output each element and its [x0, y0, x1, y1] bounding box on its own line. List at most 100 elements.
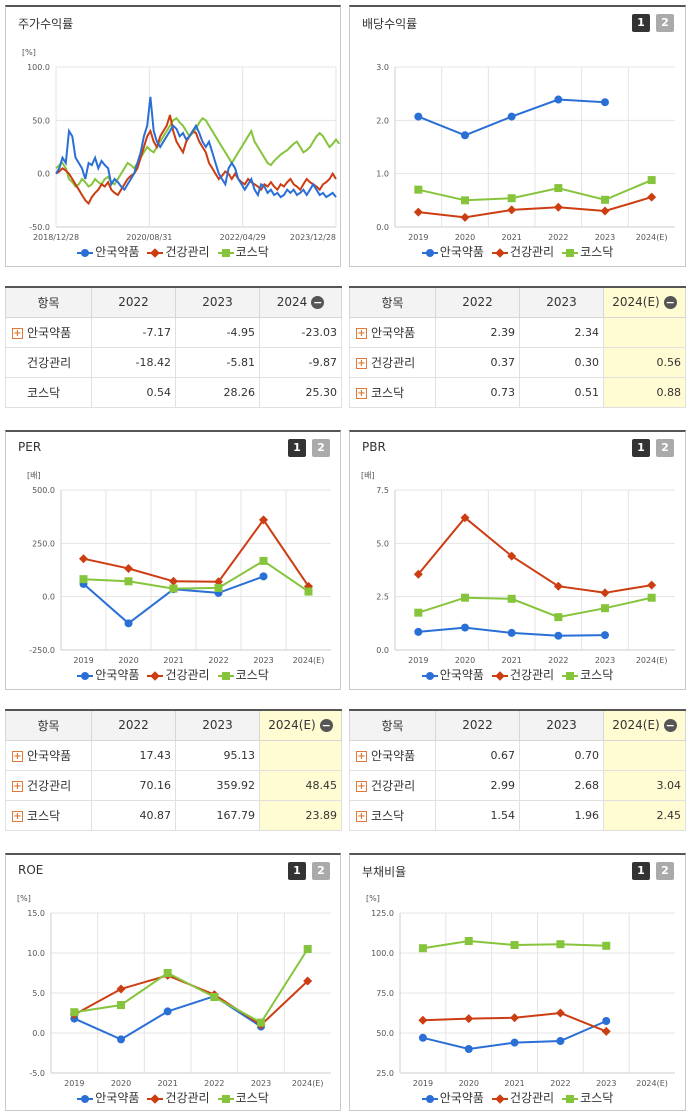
x-tick-label: 2018/12/28 — [33, 233, 79, 242]
expand-icon[interactable]: + — [356, 327, 367, 339]
data-point — [464, 1045, 473, 1053]
data-point — [555, 1008, 565, 1018]
data-point — [169, 576, 178, 586]
page-1-button[interactable]: 1 — [288, 439, 306, 457]
series-line — [74, 948, 309, 1024]
legend-item[interactable]: 코스닥 — [562, 666, 613, 683]
x-tick-label: 2023 — [595, 656, 615, 665]
panel-title: 주가수익률 — [18, 17, 74, 31]
expand-icon[interactable]: + — [12, 327, 23, 339]
data-point — [461, 196, 469, 205]
x-tick-label: 2020 — [455, 233, 475, 242]
legend-label: 건강관리 — [509, 1091, 555, 1105]
expand-icon[interactable]: + — [356, 750, 367, 762]
legend: 안국약품 건강관리 코스닥 — [350, 1089, 685, 1106]
unit-label: [%] — [22, 48, 36, 57]
legend-label: 건강관리 — [509, 245, 555, 259]
page-1-button[interactable]: 1 — [632, 862, 650, 880]
expand-icon[interactable]: + — [12, 780, 23, 792]
data-point — [169, 584, 178, 593]
legend-item[interactable]: 안국약품 — [77, 1089, 139, 1106]
legend-label: 안국약품 — [95, 668, 140, 682]
table-cell: 70.16 — [91, 769, 176, 801]
data-point — [461, 593, 469, 602]
row-label: +건강관리 — [5, 346, 92, 378]
table-header-cell: 2022 — [435, 286, 520, 318]
page-1-button[interactable]: 1 — [288, 862, 306, 880]
y-tick-label: 0.0 — [376, 223, 389, 232]
legend-item[interactable]: 건강관리 — [147, 243, 210, 260]
legend: 안국약품 건강관리 코스닥 — [350, 243, 685, 260]
series-line — [418, 179, 653, 202]
legend-item[interactable]: 건강관리 — [491, 1089, 555, 1106]
data-point — [304, 587, 313, 596]
legend-item[interactable]: 건강관리 — [491, 666, 554, 683]
expand-icon[interactable]: + — [12, 810, 23, 822]
legend-item[interactable]: 코스닥 — [217, 1089, 269, 1106]
legend-item[interactable]: 건강관리 — [491, 243, 555, 260]
legend-item[interactable]: 코스닥 — [562, 243, 613, 260]
row-label: + 안국약품 — [349, 739, 436, 771]
page-2-button[interactable]: 2 — [312, 862, 330, 880]
expand-icon[interactable]: + — [356, 387, 367, 399]
legend: 안국약품 건강관리 코스닥 — [6, 243, 340, 260]
table-header-cell: 2023 — [175, 286, 260, 318]
table-header-cell: 2023 — [175, 709, 260, 741]
collapse-icon[interactable]: − — [663, 296, 677, 310]
x-tick-label: 2019 — [408, 656, 428, 665]
stock-return-panel: 주가수익률 [%] -50.0 0.0 50.0 100.0 2018/12/28 2020… — [5, 5, 341, 267]
legend-item[interactable]: 건강관리 — [147, 1089, 210, 1106]
table-row: + 건강관리 2.99 2.68 3.04 — [349, 769, 686, 801]
table-header-cell: 2022 — [91, 286, 176, 318]
row-label: +건강관리 — [349, 769, 436, 801]
legend-item[interactable]: 건강관리 — [147, 666, 210, 683]
legend-item[interactable]: 안국약품 — [421, 1089, 484, 1106]
collapse-icon[interactable]: − — [311, 296, 325, 310]
page-2-button[interactable]: 2 — [656, 862, 674, 880]
data-point — [554, 95, 563, 104]
table-header-cell: 2024− — [259, 286, 342, 318]
collapse-icon[interactable]: − — [319, 719, 333, 733]
table-cell: 23.89 — [259, 799, 342, 831]
y-tick-label: 500.0 — [32, 486, 55, 495]
x-tick-label: 2019 — [413, 1079, 433, 1088]
data-point — [556, 940, 565, 949]
y-tick-label: 7.5 — [376, 486, 389, 495]
legend-item[interactable]: 안국약품 — [77, 243, 139, 260]
legend-item[interactable]: 안국약품 — [421, 666, 484, 683]
page-1-button[interactable]: 1 — [632, 439, 650, 457]
legend-item[interactable]: 안국약품 — [421, 243, 484, 260]
table-cell: 48.45 — [259, 769, 342, 801]
page-2-button[interactable]: 2 — [656, 14, 674, 32]
data-point — [304, 581, 313, 591]
panel-title: 배당수익률 — [362, 17, 418, 31]
legend-swatch — [217, 671, 234, 681]
expand-icon[interactable]: + — [356, 357, 367, 369]
x-tick-label: 2024(E) — [636, 233, 668, 242]
expand-icon[interactable]: + — [356, 780, 367, 792]
table-cell: 2.39 — [435, 316, 520, 348]
table-cell — [603, 739, 686, 771]
data-point — [507, 194, 516, 203]
legend-item[interactable]: 코스닥 — [562, 1089, 613, 1106]
expand-icon[interactable]: + — [12, 750, 23, 762]
data-point — [414, 185, 423, 194]
dividend-yield-chart: 0.0 1.0 2.0 3.0 2019 2020 2021 2022 2023 2024(E) — [376, 63, 675, 242]
y-tick-label: -250.0 — [29, 646, 55, 655]
debt-ratio-chart: [%] 25.0 50.0 75.0 100.0 125.0 2019 2020 2021 202… — [366, 894, 675, 1088]
table-cell: 0.30 — [519, 346, 604, 378]
collapse-icon[interactable]: − — [663, 719, 677, 733]
expand-icon[interactable]: + — [356, 810, 367, 822]
legend-item[interactable]: 안국약품 — [77, 666, 139, 683]
legend-item[interactable]: 코스닥 — [217, 243, 269, 260]
x-tick-label: 2020 — [111, 1079, 131, 1088]
y-tick-label: 0.0 — [32, 1029, 45, 1038]
row-label: +코스닥 — [5, 376, 92, 408]
page-2-button[interactable]: 2 — [656, 439, 674, 457]
legend-swatch — [147, 247, 164, 258]
page-2-button[interactable]: 2 — [312, 439, 330, 457]
page-1-button[interactable]: 1 — [632, 14, 650, 32]
data-point — [464, 1014, 474, 1024]
legend-item[interactable]: 코스닥 — [217, 666, 269, 683]
pbr-panel: PBR 1 2 [배] 0.0 2.5 5.0 7.5 2019 2020 2021 2022 2… — [349, 430, 686, 690]
